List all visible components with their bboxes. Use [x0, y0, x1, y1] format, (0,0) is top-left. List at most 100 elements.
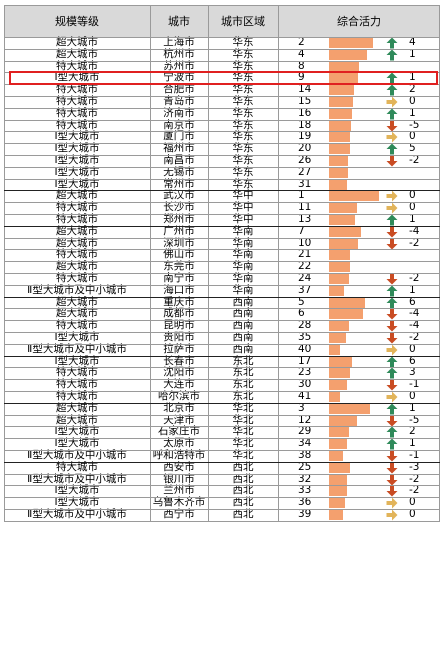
region-cell: 华东 — [232, 106, 254, 119]
change-cell: -4 — [409, 307, 420, 320]
level-cell: 特大城市 — [56, 272, 98, 284]
change-cell: 1 — [409, 401, 416, 414]
region-cell: 华北 — [232, 413, 254, 426]
level-cell: Ⅰ型大城市 — [54, 165, 100, 178]
change-cell: 1 — [409, 47, 416, 60]
level-cell: Ⅰ型大城市 — [54, 130, 100, 143]
vitality-bar — [329, 498, 345, 509]
table-row: Ⅰ型大城市 石家庄市 华北 29 2 — [4, 426, 440, 438]
arrow-up-icon — [386, 356, 398, 368]
group-divider — [4, 190, 440, 192]
city-cell: 南宁市 — [163, 272, 195, 284]
vitality-bar — [329, 297, 365, 308]
level-cell: Ⅰ型大城市 — [54, 425, 100, 438]
vitality-bar — [329, 191, 379, 202]
row-divider — [4, 520, 440, 522]
header-city: 城市 — [150, 5, 208, 37]
change-cell: -2 — [409, 484, 420, 497]
region-cell: 华北 — [232, 437, 254, 450]
city-cell: 哈尔滨市 — [158, 390, 200, 402]
rank-cell: 26 — [298, 154, 312, 166]
vitality-bar — [329, 451, 343, 461]
city-cell: 大连市 — [163, 378, 195, 391]
region-cell: 华北 — [232, 401, 254, 414]
vitality-bar — [329, 38, 373, 48]
level-cell: 超大城市 — [56, 36, 98, 48]
region-cell: 西北 — [232, 484, 254, 497]
table-row: 超大城市 武汉市 华中 1 0 — [4, 190, 440, 202]
change-cell: 0 — [409, 496, 416, 509]
table-row: Ⅰ型大城市 无锡市 华东 27 — [4, 165, 440, 179]
level-cell: 特大城市 — [56, 201, 98, 214]
table-row: 特大城市 南宁市 华南 24 -2 — [4, 272, 440, 285]
vitality-bar — [329, 262, 350, 273]
level-cell: Ⅰ型大城市 — [54, 496, 100, 509]
row-divider — [4, 450, 440, 451]
rank-cell: 40 — [298, 342, 312, 355]
level-cell: Ⅱ型大城市及中小城市 — [27, 283, 127, 296]
region-cell: 西南 — [232, 331, 254, 343]
vitality-bar — [329, 439, 347, 450]
table-row: 超大城市 广州市 华南 7 -4 — [4, 224, 440, 238]
row-divider — [4, 438, 440, 440]
arrow-up-icon — [386, 37, 398, 49]
level-cell: Ⅱ型大城市及中小城市 — [27, 449, 127, 461]
vitality-bar — [329, 250, 350, 261]
vitality-bar — [329, 510, 343, 520]
arrow-down-icon — [386, 474, 398, 486]
rank-cell: 31 — [298, 177, 312, 190]
vitality-bar — [329, 285, 344, 296]
arrow-down-icon — [386, 308, 398, 320]
city-cell: 杭州市 — [163, 47, 195, 60]
table-row: 特大城市 昆明市 西南 28 -4 — [4, 319, 440, 332]
table-row: 超大城市 东莞市 华南 22 — [4, 260, 440, 273]
region-cell: 华南 — [232, 248, 254, 261]
rank-cell: 17 — [298, 354, 312, 367]
group-divider — [4, 296, 440, 298]
region-cell: 东北 — [232, 378, 254, 391]
city-cell: 长沙市 — [163, 201, 195, 214]
column-divider — [150, 5, 151, 521]
group-divider — [4, 402, 440, 404]
vitality-bar — [329, 356, 352, 367]
vitality-bar — [329, 144, 350, 155]
arrow-up-icon — [386, 72, 398, 84]
change-cell: -2 — [409, 236, 420, 249]
vitality-bar — [329, 415, 357, 426]
city-cell: 佛山市 — [163, 248, 195, 261]
city-cell: 青岛市 — [163, 95, 195, 107]
level-cell: Ⅰ型大城市 — [54, 484, 100, 497]
arrow-down-icon — [386, 226, 398, 238]
arrow-up-icon — [386, 214, 398, 226]
table-row: Ⅱ型大城市及中小城市 西宁市 西北 39 0 — [4, 508, 440, 521]
level-cell: Ⅰ型大城市 — [54, 354, 100, 367]
table-row: Ⅱ型大城市及中小城市 呼和浩特市 华北 38 -1 — [4, 449, 440, 462]
city-cell: 海口市 — [163, 283, 195, 296]
row-divider — [4, 391, 440, 392]
arrow-up-icon — [386, 367, 398, 379]
rank-cell: 6 — [298, 307, 305, 320]
region-cell: 华东 — [232, 71, 254, 84]
city-cell: 常州市 — [163, 177, 195, 190]
level-cell: Ⅰ型大城市 — [54, 142, 100, 155]
change-cell: -3 — [409, 460, 420, 473]
level-cell: 特大城市 — [56, 83, 98, 96]
level-cell: 超大城市 — [56, 307, 98, 320]
table-row: Ⅰ型大城市 厦门市 华东 19 0 — [4, 131, 440, 143]
region-cell: 华中 — [232, 189, 254, 202]
city-cell: 长春市 — [163, 354, 195, 367]
rank-cell: 33 — [298, 484, 312, 497]
column-divider — [4, 5, 5, 521]
vitality-bar — [329, 427, 349, 438]
vitality-bar — [329, 132, 350, 143]
level-cell: 特大城市 — [56, 378, 98, 391]
rank-cell: 35 — [298, 331, 312, 343]
vitality-bar — [329, 238, 358, 249]
region-cell: 华东 — [232, 36, 254, 48]
rank-cell: 1 — [298, 189, 305, 202]
row-divider — [4, 178, 440, 180]
arrow-down-icon — [386, 155, 398, 167]
region-cell: 华南 — [232, 224, 254, 237]
level-cell: 超大城市 — [56, 224, 98, 237]
region-cell: 华东 — [232, 59, 254, 72]
